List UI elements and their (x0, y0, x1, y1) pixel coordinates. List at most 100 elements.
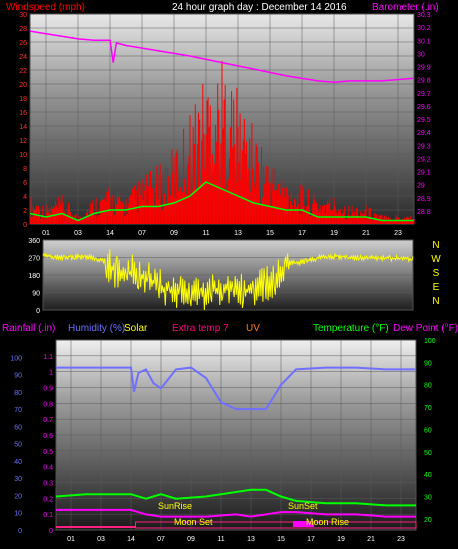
barometer-tick-label: 29.5 (417, 117, 431, 124)
wind-tick-label: 16 (19, 110, 27, 117)
x-tick-label: 14 (106, 230, 114, 237)
wind-tick-label: 2 (23, 208, 27, 215)
x-tick-label: 03 (97, 536, 105, 543)
legend-dew-point: Dew Point (°F) (393, 323, 458, 334)
annotation-moon-rise: Moon Rise (306, 517, 349, 527)
direction-tick-label: 270 (28, 256, 40, 263)
temperature-tick-label: 100 (424, 338, 436, 345)
rain-tick-label: 0.1 (43, 512, 53, 519)
compass-label: S (433, 268, 440, 279)
temperature-tick-label: 80 (424, 383, 432, 390)
legend-temperature: Temperature (°F) (313, 323, 389, 334)
wind-tick-label: 18 (19, 96, 27, 103)
legend-rainfall: Rainfall (.in) (2, 323, 55, 334)
x-tick-label: 03 (74, 230, 82, 237)
wind-direction-series (42, 249, 414, 311)
humidity-tick-label: 70 (14, 407, 22, 414)
compass-label: W (431, 254, 441, 265)
x-tick-label: 09 (170, 230, 178, 237)
humidity-tick-label: 100 (10, 355, 22, 362)
x-tick-label: 13 (234, 230, 242, 237)
barometer-tick-label: 29.2 (417, 156, 431, 163)
x-tick-label: 07 (157, 536, 165, 543)
wind-tick-label: 26 (19, 40, 27, 47)
wind-tick-label: 20 (19, 82, 27, 89)
humidity-tick-label: 50 (14, 442, 22, 449)
rain-tick-label: 0.4 (43, 465, 53, 472)
humidity-tick-label: 10 (14, 511, 22, 518)
barometer-tick-label: 29.7 (417, 91, 431, 98)
x-tick-label: 19 (330, 230, 338, 237)
humidity-tick-label: 40 (14, 459, 22, 466)
barometer-axis-title: Barometer (.in) (372, 2, 439, 13)
wind-axis-title: Windspeed (mph) (6, 2, 85, 13)
humidity-tick-label: 30 (14, 476, 22, 483)
barometer-tick-label: 29.3 (417, 143, 431, 150)
humidity-tick-label: 0 (18, 528, 22, 535)
graph-title: 24 hour graph day : December 14 2016 (172, 2, 347, 13)
direction-gridlines (43, 239, 413, 311)
annotation-moon-set: Moon Set (174, 517, 213, 527)
temperature-tick-label: 30 (424, 494, 432, 501)
barometer-tick-label: 29.6 (417, 104, 431, 111)
barometer-tick-label: 29.4 (417, 130, 431, 137)
x-tick-label: 15 (277, 536, 285, 543)
direction-tick-label: 360 (28, 238, 40, 245)
x-tick-label: 15 (266, 230, 274, 237)
x-tick-label: 01 (42, 230, 50, 237)
x-tick-label: 17 (307, 536, 315, 543)
x-tick-label: 14 (127, 536, 135, 543)
rain-tick-label: 0.3 (43, 481, 53, 488)
x-tick-label: 09 (187, 536, 195, 543)
humidity-series (56, 366, 416, 411)
moon-down-box (135, 521, 417, 529)
barometer-tick-label: 29.1 (417, 170, 431, 177)
legend-extra-temp: Extra temp 7 (172, 323, 229, 334)
humidity-tick-label: 90 (14, 373, 22, 380)
humidity-tick-label: 60 (14, 424, 22, 431)
annotation-sunset: SunSet (288, 501, 318, 511)
x-tick-label: 21 (362, 230, 370, 237)
barometer-tick-label: 30.3 (417, 12, 431, 19)
wind-tick-label: 24 (19, 54, 27, 61)
average-wind-series (29, 181, 414, 222)
x-tick-label: 21 (367, 536, 375, 543)
wind-tick-label: 14 (19, 124, 27, 131)
legend-uv: UV (246, 323, 260, 334)
rain-tick-label: 0.8 (43, 401, 53, 408)
weather-gridlines (56, 340, 416, 531)
barometer-series (29, 30, 415, 83)
wind-tick-label: 22 (19, 68, 27, 75)
compass-label: N (432, 296, 439, 307)
series-lines (29, 30, 417, 529)
moon-rise-marker (293, 521, 314, 527)
wind-tick-label: 0 (23, 222, 27, 229)
temperature-tick-label: 50 (424, 450, 432, 457)
temperature-tick-label: 40 (424, 472, 432, 479)
humidity-tick-label: 20 (14, 493, 22, 500)
rain-tick-label: 1.1 (43, 354, 53, 361)
x-tick-label: 23 (394, 230, 402, 237)
wind-tick-label: 4 (23, 194, 27, 201)
direction-tick-label: 90 (32, 291, 40, 298)
temperature-tick-label: 70 (424, 405, 432, 412)
dew-point-series (56, 508, 416, 518)
compass-label: E (433, 282, 440, 293)
temperature-tick-label: 90 (424, 360, 432, 367)
wind-tick-label: 6 (23, 180, 27, 187)
x-tick-label: 19 (337, 536, 345, 543)
x-tick-label: 11 (202, 230, 209, 237)
barometer-tick-label: 29.9 (417, 65, 431, 72)
temperature-tick-label: 20 (424, 517, 432, 524)
wind-tick-label: 8 (23, 166, 27, 173)
rain-tick-label: 0.7 (43, 417, 53, 424)
direction-tick-label: 0 (36, 308, 40, 315)
rain-tick-label: 1 (49, 370, 53, 377)
barometer-tick-label: 29 (417, 183, 425, 190)
axis-labels: 02468101214161820222426283028.828.92929.… (10, 12, 435, 543)
wind-tick-label: 12 (19, 138, 27, 145)
rain-tick-label: 0.9 (43, 386, 53, 393)
